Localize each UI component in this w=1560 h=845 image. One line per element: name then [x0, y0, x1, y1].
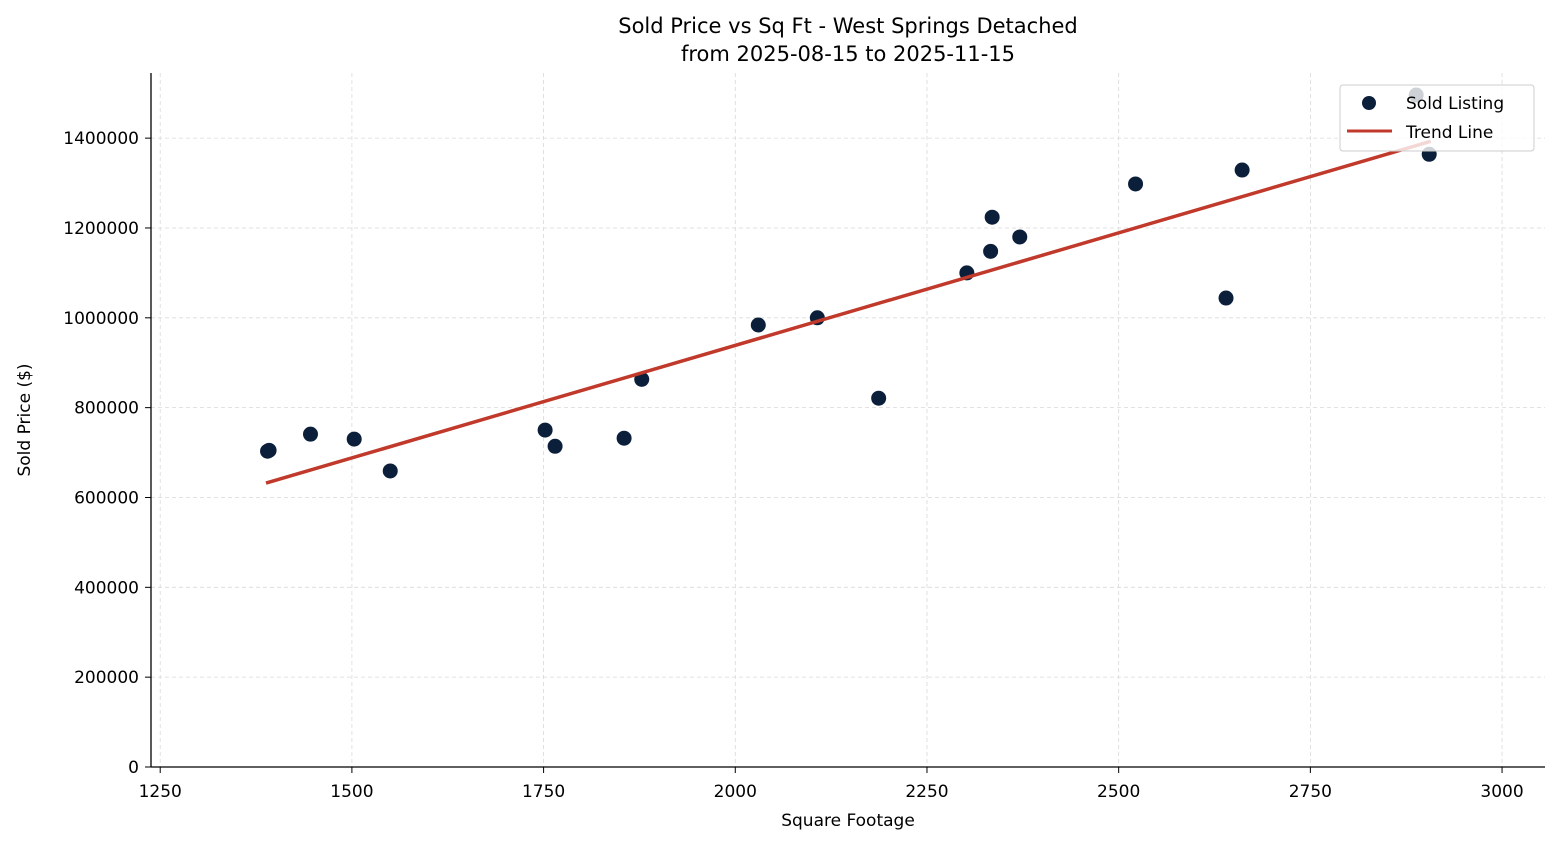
y-tick-label: 1400000 — [63, 129, 139, 149]
chart-title: Sold Price vs Sq Ft - West Springs Detac… — [618, 14, 1078, 38]
y-tick-label: 400000 — [74, 578, 139, 598]
x-tick-label: 1500 — [330, 782, 373, 802]
legend-label-trend-line: Trend Line — [1405, 123, 1493, 143]
x-tick-label: 1750 — [522, 782, 565, 802]
y-tick-label: 0 — [128, 758, 139, 778]
x-tick-label: 2500 — [1097, 782, 1140, 802]
legend-marker-sold-listing — [1362, 96, 1376, 110]
data-point — [547, 438, 563, 454]
data-point — [382, 463, 398, 479]
legend-label-sold-listing: Sold Listing — [1406, 94, 1504, 114]
data-point — [616, 430, 632, 446]
x-tick-label: 3000 — [1480, 782, 1523, 802]
data-point — [302, 426, 318, 442]
x-tick-label: 2000 — [714, 782, 757, 802]
x-tick-label: 1250 — [139, 782, 182, 802]
data-point — [346, 431, 362, 447]
data-point — [261, 442, 277, 458]
legend: Sold Listing Trend Line — [1339, 84, 1535, 152]
data-point — [983, 243, 999, 259]
data-point — [1012, 229, 1028, 245]
trend-line — [265, 139, 1432, 485]
x-tick-label: 2250 — [905, 782, 948, 802]
y-tick-label: 600000 — [74, 488, 139, 508]
y-tick-label: 800000 — [74, 399, 139, 419]
ticks: 1250 1500 1750 2000 2250 2500 2750 3000 0 200000 4… — [63, 129, 1523, 802]
y-tick-label: 1200000 — [63, 219, 139, 239]
marks — [260, 87, 1437, 485]
x-tick-label: 2750 — [1289, 782, 1332, 802]
y-tick-label: 200000 — [74, 668, 139, 688]
y-tick-label: 1000000 — [63, 309, 139, 329]
data-point — [1128, 176, 1144, 192]
data-point — [984, 209, 1000, 225]
data-point — [1234, 162, 1250, 178]
data-point — [1218, 290, 1234, 306]
data-point — [537, 422, 553, 438]
y-axis-label: Sold Price ($) — [15, 363, 35, 476]
data-point — [871, 390, 887, 406]
grid — [151, 73, 1545, 768]
data-point — [750, 317, 766, 333]
chart-subtitle: from 2025-08-15 to 2025-11-15 — [681, 42, 1015, 66]
x-axis-label: Square Footage — [781, 811, 915, 831]
